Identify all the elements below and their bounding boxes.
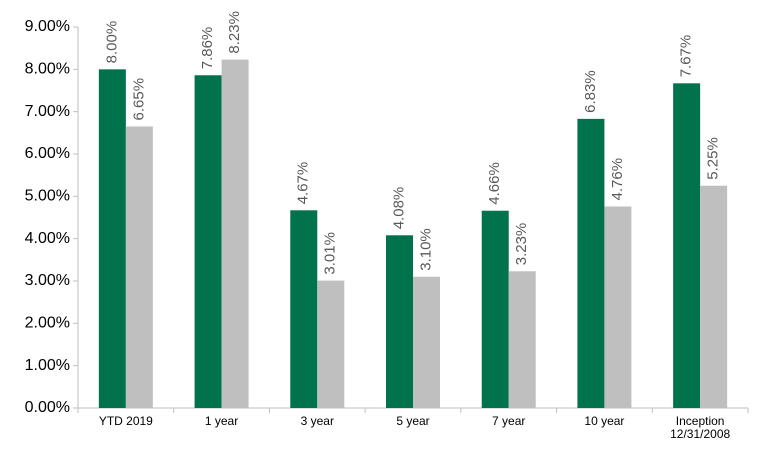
value-label: 6.83% [582,70,599,113]
bar [700,185,728,408]
value-label: 3.01% [322,232,339,275]
bar [290,210,318,408]
x-tick-label: 3 year [300,414,334,428]
value-label: 4.66% [486,162,503,205]
y-tick-label: 6.00% [25,145,70,162]
x-tick-label: 5 year [396,414,430,428]
x-tick-label: 7 year [492,414,526,428]
value-label: 4.08% [390,187,407,230]
x-tick-label: 1 year [204,414,239,428]
value-label: 7.67% [678,35,695,78]
bar [221,59,249,408]
bar [125,126,153,408]
x-tick-label: Inception 12/31/2008 [670,414,731,441]
value-label: 4.76% [609,158,626,201]
bar [194,75,222,408]
value-label: 5.25% [705,137,722,180]
value-label: 4.67% [295,162,312,205]
y-tick-label: 5.00% [25,188,70,205]
y-tick-label: 2.00% [25,315,70,332]
bar [577,118,605,408]
bar [413,276,440,408]
y-tick-label: 1.00% [25,357,70,374]
bar [673,83,701,408]
bar [508,271,536,408]
y-tick-label: 9.00% [25,18,70,35]
bar [317,280,345,408]
bar [98,69,126,408]
y-tick-label: 8.00% [25,61,70,78]
value-label: 8.00% [103,21,120,64]
value-label: 8.23% [226,11,243,54]
value-label: 3.23% [513,223,530,266]
y-tick-label: 4.00% [25,230,70,247]
y-tick-label: 3.00% [25,272,70,289]
x-tick-label: YTD 2019 [98,414,153,428]
bar [481,210,509,408]
y-tick-label: 0.00% [25,399,70,416]
bar [604,206,632,408]
x-tick-label: 10 year [584,414,625,428]
value-label: 3.10% [417,228,434,271]
y-tick-label: 7.00% [25,103,70,120]
value-label: 7.86% [199,27,216,70]
value-label: 6.65% [130,78,147,121]
bar [386,235,413,408]
